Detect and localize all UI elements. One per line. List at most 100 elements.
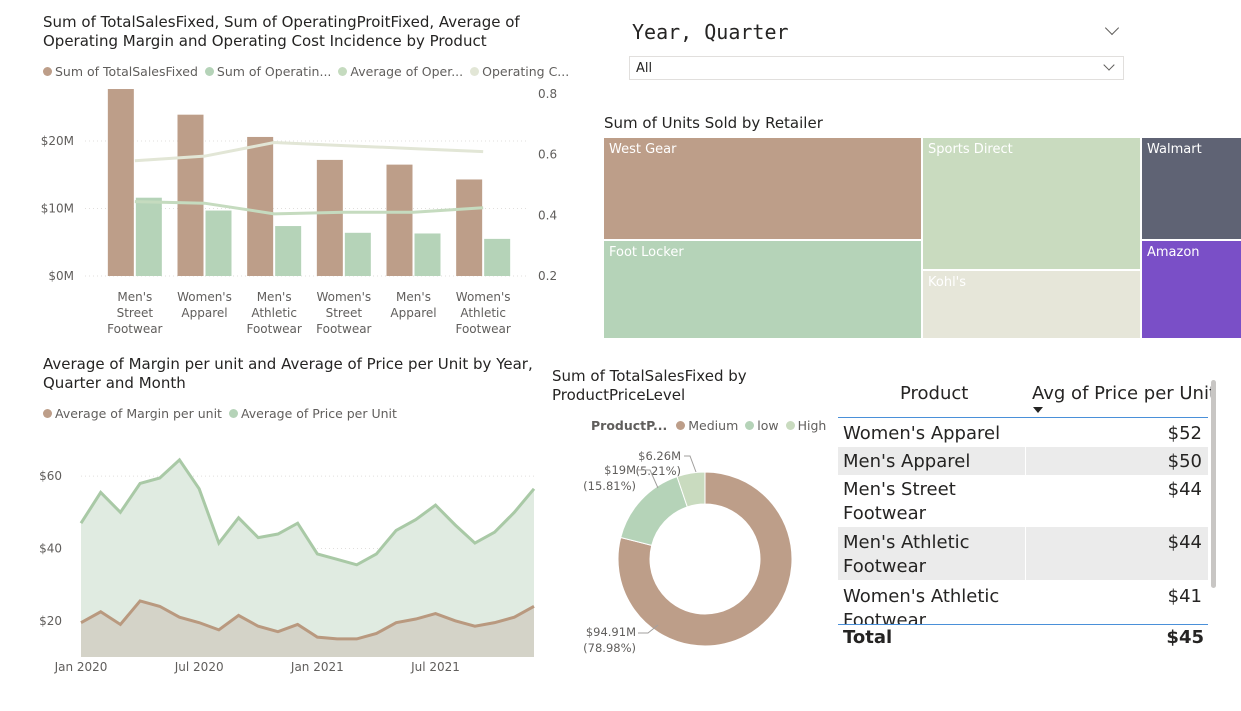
x-category-label: Men's [117, 290, 152, 304]
margin-price-area-chart[interactable]: $20 $40 $60 Jan 2020 Jul 2020 Jan 2021 Jul 202… [40, 430, 550, 685]
x-category-label: Apparel [390, 306, 436, 320]
y-tick-label: $20 [40, 614, 62, 628]
treemap-tile-kohls[interactable]: Kohl's [923, 271, 1140, 338]
cell-product: Women's Athletic Footwear [843, 586, 1000, 624]
treemap-tile-walmart[interactable]: Walmart [1142, 138, 1241, 239]
bar-operating-profit [205, 210, 232, 276]
units-by-retailer-title: Sum of Units Sold by Retailer [604, 114, 823, 132]
legend-item-low[interactable]: low [745, 418, 779, 433]
data-label-medium-pct: (78.98%) [583, 641, 636, 655]
table-total-value: $45 [1166, 627, 1204, 648]
bar-total-sales [316, 159, 343, 276]
column-divider [1025, 447, 1026, 580]
y-left-tick-label: $0M [48, 269, 74, 283]
cell-price: $50 [1167, 451, 1202, 472]
sort-descending-icon[interactable] [1033, 407, 1043, 413]
table-scrollbar[interactable] [1211, 380, 1216, 588]
data-label-high-value: $6.26M [638, 449, 681, 463]
bar-operating-profit [275, 226, 302, 276]
slicer-collapse-chevron-icon[interactable] [1104, 20, 1120, 36]
x-category-label: Footwear [107, 322, 162, 336]
line-margin-per-unit [80, 599, 535, 641]
x-category-label: Footwear [455, 322, 510, 336]
x-tick-label: Jul 2020 [174, 660, 224, 674]
bar-total-sales [247, 136, 274, 276]
price-level-donut-chart[interactable]: $6.26M(5.21%)$19M (15.81%) $94.91M (78.98%) [580, 440, 830, 670]
treemap-tile-sports-direct[interactable]: Sports Direct [923, 138, 1140, 269]
data-label-medium-value: $94.91M [586, 625, 636, 639]
donut-slice-medium [617, 471, 793, 647]
margin-price-legend: Average of Margin per unit Average of Pr… [43, 406, 399, 421]
data-label-low-value: $19M [604, 463, 636, 477]
y-right-tick-label: 0.4 [538, 208, 557, 222]
bar-total-sales [177, 114, 204, 276]
bar-total-sales [386, 164, 413, 276]
x-category-label: Footwear [316, 322, 371, 336]
y-left-tick-label: $20M [41, 134, 74, 148]
table-header-product[interactable]: Product [900, 383, 969, 404]
x-category-label: Apparel [181, 306, 227, 320]
x-tick-label: Jul 2021 [410, 660, 460, 674]
donut-slice-high [676, 471, 706, 508]
bar-operating-profit [414, 233, 441, 276]
legend-item-price-per-unit[interactable]: Average of Price per Unit [228, 406, 397, 421]
table-total-divider [838, 624, 1208, 625]
legend-title: ProductP... [591, 418, 668, 433]
bar-total-sales [107, 89, 134, 277]
data-label-high-pct: (5.21%) [635, 464, 681, 478]
y-left-tick-label: $10M [41, 202, 74, 216]
table-body: Women's Apparel $52 Men's Apparel $50 Me… [838, 419, 1208, 624]
treemap-tile-amazon[interactable]: Amazon [1142, 241, 1241, 338]
x-category-label: Athletic [460, 306, 506, 320]
x-category-label: Street [117, 306, 154, 320]
bar-operating-profit [135, 197, 162, 276]
x-category-label: Women's [316, 290, 371, 304]
table-row[interactable]: Men's Street Footwear $44 [838, 475, 1208, 527]
y-tick-label: $60 [40, 469, 62, 483]
bar-total-sales [456, 179, 483, 276]
sales-by-price-level-title: Sum of TotalSalesFixed by ProductPriceLe… [552, 367, 747, 404]
bar-operating-profit [484, 238, 511, 276]
table-row[interactable]: Women's Apparel $52 [838, 419, 1208, 447]
data-label-low-pct: (15.81%) [583, 479, 636, 493]
x-category-label: Women's [456, 290, 511, 304]
line-operating-cost-incidence [134, 141, 484, 163]
area-price-per-unit [81, 459, 534, 657]
x-category-label: Athletic [251, 306, 297, 320]
cell-product: Men's Apparel [843, 451, 971, 472]
table-total-label: Total [843, 627, 893, 648]
margin-price-chart-title: Average of Margin per unit and Average o… [43, 355, 533, 392]
table-row[interactable]: Women's Athletic Footwear $41 [838, 580, 1208, 624]
cell-product: Women's Apparel [843, 423, 1001, 444]
units-by-retailer-treemap[interactable]: West Gear Sports Direct Walmart Foot Loc… [604, 138, 1241, 338]
legend-item-high[interactable]: High [785, 418, 826, 433]
x-category-label: Women's [177, 290, 232, 304]
year-quarter-dropdown[interactable]: All [629, 56, 1124, 80]
legend-item-operating-profit[interactable]: Sum of Operatin... [204, 64, 331, 79]
sales-profit-combo-chart[interactable]: $20M $10M $0M 0.8 0.6 0.4 0.2 Men's Street Footwe… [40, 82, 560, 342]
y-right-tick-label: 0.6 [538, 148, 557, 162]
leader-line-high [684, 455, 697, 473]
legend-item-margin-per-unit[interactable]: Average of Margin per unit [43, 406, 222, 421]
cell-product: Men's Street Footwear [843, 479, 956, 524]
legend-item-total-sales[interactable]: Sum of TotalSalesFixed [43, 64, 198, 79]
table-row[interactable]: Men's Apparel $50 [838, 447, 1208, 475]
legend-item-operating-margin[interactable]: Average of Oper... [338, 64, 463, 79]
year-quarter-slicer-title: Year, Quarter [632, 20, 789, 44]
leader-line-medium [638, 624, 659, 634]
x-tick-label: Jan 2020 [54, 660, 108, 674]
legend-item-operating-cost[interactable]: Operating C... [470, 64, 569, 79]
leader-line-low [638, 469, 659, 489]
table-row[interactable]: Men's Athletic Footwear $44 [838, 527, 1208, 580]
x-category-label: Street [326, 306, 363, 320]
treemap-tile-foot-locker[interactable]: Foot Locker [604, 241, 921, 338]
sales-profit-chart-title: Sum of TotalSalesFixed, Sum of Operating… [43, 13, 520, 50]
treemap-tile-west-gear[interactable]: West Gear [604, 138, 921, 239]
line-price-per-unit [79, 457, 536, 567]
line-operating-margin [134, 200, 484, 216]
cell-product: Men's Athletic Footwear [843, 532, 970, 577]
cell-price: $44 [1167, 532, 1202, 553]
table-header-avg-price[interactable]: Avg of Price per Unit [1032, 383, 1217, 404]
table-header-divider [838, 417, 1208, 418]
legend-item-medium[interactable]: Medium [676, 418, 738, 433]
